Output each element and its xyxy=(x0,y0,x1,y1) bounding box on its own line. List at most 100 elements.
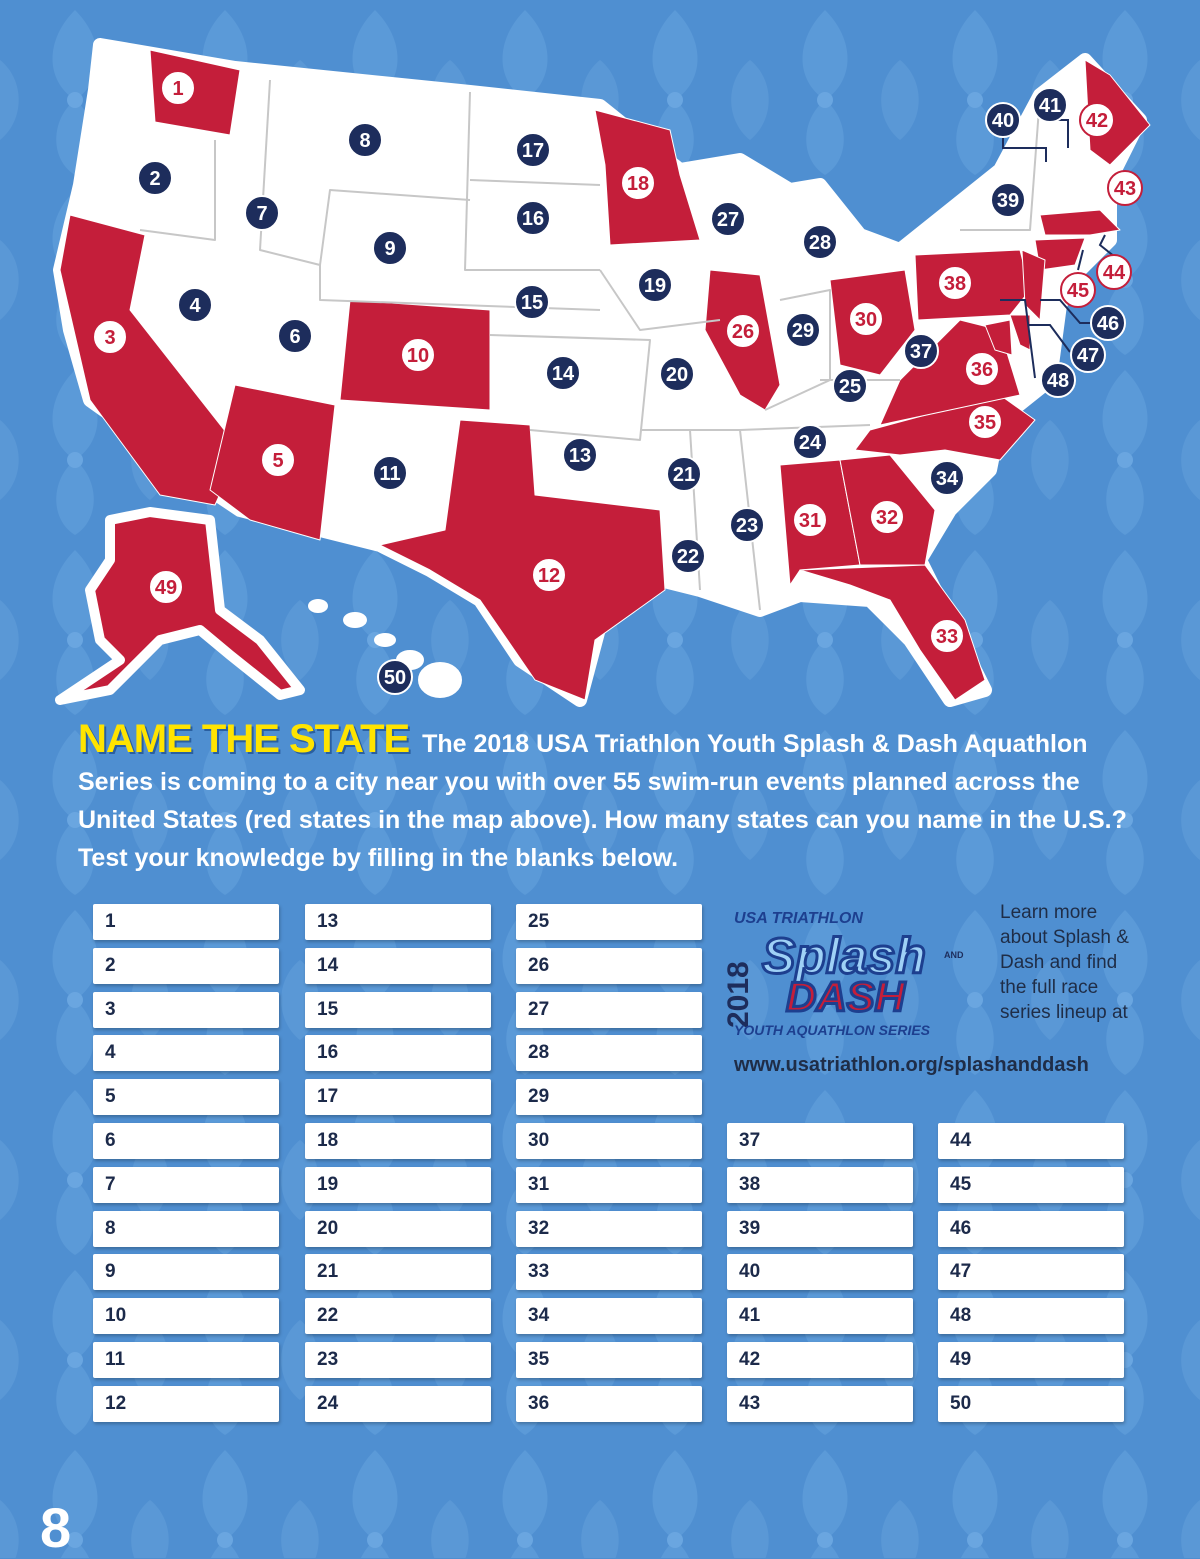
answer-field-47[interactable]: 47 xyxy=(938,1254,1124,1290)
answer-field-41[interactable]: 41 xyxy=(727,1298,913,1334)
state-marker-37: 37 xyxy=(903,333,939,369)
answer-field-number: 3 xyxy=(105,999,116,1020)
answer-field-27[interactable]: 27 xyxy=(516,992,702,1028)
answer-field-22[interactable]: 22 xyxy=(305,1298,491,1334)
answer-field-16[interactable]: 16 xyxy=(305,1035,491,1071)
answer-field-31[interactable]: 31 xyxy=(516,1167,702,1203)
answer-field-8[interactable]: 8 xyxy=(93,1211,279,1247)
promo-url[interactable]: www.usatriathlon.org/splashanddash xyxy=(734,1054,1089,1076)
answer-field-40[interactable]: 40 xyxy=(727,1254,913,1290)
state-marker-36: 36 xyxy=(964,351,1000,387)
answer-field-36[interactable]: 36 xyxy=(516,1386,702,1422)
answer-field-28[interactable]: 28 xyxy=(516,1035,702,1071)
answer-field-25[interactable]: 25 xyxy=(516,904,702,940)
answer-field-48[interactable]: 48 xyxy=(938,1298,1124,1334)
answer-field-34[interactable]: 34 xyxy=(516,1298,702,1334)
state-marker-10: 10 xyxy=(400,337,436,373)
state-marker-19: 19 xyxy=(637,267,673,303)
answer-field-18[interactable]: 18 xyxy=(305,1123,491,1159)
answer-field-number: 17 xyxy=(317,1086,339,1107)
answer-field-38[interactable]: 38 xyxy=(727,1167,913,1203)
state-marker-50: 50 xyxy=(377,659,413,695)
answer-field-10[interactable]: 10 xyxy=(93,1298,279,1334)
state-marker-34: 34 xyxy=(929,460,965,496)
answer-field-42[interactable]: 42 xyxy=(727,1342,913,1378)
answer-field-46[interactable]: 46 xyxy=(938,1211,1124,1247)
answer-field-24[interactable]: 24 xyxy=(305,1386,491,1422)
svg-text:2018: 2018 xyxy=(726,961,755,1028)
state-marker-label: 44 xyxy=(1103,262,1126,284)
state-marker-1: 1 xyxy=(160,70,196,106)
answer-field-37[interactable]: 37 xyxy=(727,1123,913,1159)
answer-field-19[interactable]: 19 xyxy=(305,1167,491,1203)
state-marker-label: 22 xyxy=(677,546,699,568)
answer-field-number: 14 xyxy=(317,955,339,976)
answer-field-6[interactable]: 6 xyxy=(93,1123,279,1159)
answer-field-26[interactable]: 26 xyxy=(516,948,702,984)
state-marker-13: 13 xyxy=(562,437,598,473)
answer-field-33[interactable]: 33 xyxy=(516,1254,702,1290)
state-marker-15: 15 xyxy=(514,284,550,320)
answer-field-43[interactable]: 43 xyxy=(727,1386,913,1422)
answer-field-7[interactable]: 7 xyxy=(93,1167,279,1203)
answer-field-23[interactable]: 23 xyxy=(305,1342,491,1378)
state-marker-40: 40 xyxy=(985,102,1021,138)
answer-field-14[interactable]: 14 xyxy=(305,948,491,984)
answer-field-4[interactable]: 4 xyxy=(93,1035,279,1071)
state-marker-label: 29 xyxy=(792,320,814,342)
state-marker-12: 12 xyxy=(531,557,567,593)
answer-field-44[interactable]: 44 xyxy=(938,1123,1124,1159)
state-marker-label: 33 xyxy=(936,626,958,648)
answer-field-35[interactable]: 35 xyxy=(516,1342,702,1378)
state-marker-label: 12 xyxy=(538,565,560,587)
answer-field-number: 19 xyxy=(317,1174,339,1195)
answer-field-12[interactable]: 12 xyxy=(93,1386,279,1422)
state-marker-label: 46 xyxy=(1097,313,1119,335)
state-marker-label: 16 xyxy=(522,208,544,230)
state-marker-33: 33 xyxy=(929,618,965,654)
answer-field-17[interactable]: 17 xyxy=(305,1079,491,1115)
answer-field-number: 22 xyxy=(317,1305,339,1326)
answer-field-number: 11 xyxy=(105,1349,126,1370)
answer-field-30[interactable]: 30 xyxy=(516,1123,702,1159)
answer-field-9[interactable]: 9 xyxy=(93,1254,279,1290)
answer-field-32[interactable]: 32 xyxy=(516,1211,702,1247)
answer-field-15[interactable]: 15 xyxy=(305,992,491,1028)
answer-field-29[interactable]: 29 xyxy=(516,1079,702,1115)
answer-field-39[interactable]: 39 xyxy=(727,1211,913,1247)
answer-field-number: 50 xyxy=(950,1393,972,1414)
answer-field-number: 42 xyxy=(739,1349,761,1370)
answer-field-21[interactable]: 21 xyxy=(305,1254,491,1290)
state-marker-label: 40 xyxy=(992,110,1014,132)
answer-field-49[interactable]: 49 xyxy=(938,1342,1124,1378)
svg-text:YOUTH AQUATHLON SERIES: YOUTH AQUATHLON SERIES xyxy=(734,1022,931,1038)
answer-field-45[interactable]: 45 xyxy=(938,1167,1124,1203)
answer-field-number: 35 xyxy=(528,1349,550,1370)
state-marker-label: 3 xyxy=(104,327,115,349)
state-shape-12 xyxy=(379,419,666,701)
state-marker-21: 21 xyxy=(666,456,702,492)
promo-text: Learn more about Splash & Dash and find … xyxy=(1000,902,1129,1023)
answer-field-5[interactable]: 5 xyxy=(93,1079,279,1115)
answer-field-number: 1 xyxy=(105,911,116,932)
answer-field-1[interactable]: 1 xyxy=(93,904,279,940)
state-marker-label: 39 xyxy=(997,190,1019,212)
answer-field-number: 41 xyxy=(739,1305,761,1326)
state-marker-35: 35 xyxy=(967,404,1003,440)
answer-field-2[interactable]: 2 xyxy=(93,948,279,984)
answer-field-11[interactable]: 11 xyxy=(93,1342,279,1378)
state-marker-label: 13 xyxy=(569,445,591,467)
answer-field-number: 31 xyxy=(528,1174,550,1195)
answer-field-3[interactable]: 3 xyxy=(93,992,279,1028)
answer-field-13[interactable]: 13 xyxy=(305,904,491,940)
state-marker-2: 2 xyxy=(137,160,173,196)
state-marker-49: 49 xyxy=(148,569,184,605)
state-marker-label: 14 xyxy=(552,363,575,385)
answer-field-number: 5 xyxy=(105,1086,116,1107)
state-marker-label: 27 xyxy=(717,209,739,231)
state-marker-label: 48 xyxy=(1047,370,1069,392)
state-marker-label: 42 xyxy=(1086,110,1108,132)
answer-field-50[interactable]: 50 xyxy=(938,1386,1124,1422)
answer-field-20[interactable]: 20 xyxy=(305,1211,491,1247)
state-marker-label: 28 xyxy=(809,232,831,254)
